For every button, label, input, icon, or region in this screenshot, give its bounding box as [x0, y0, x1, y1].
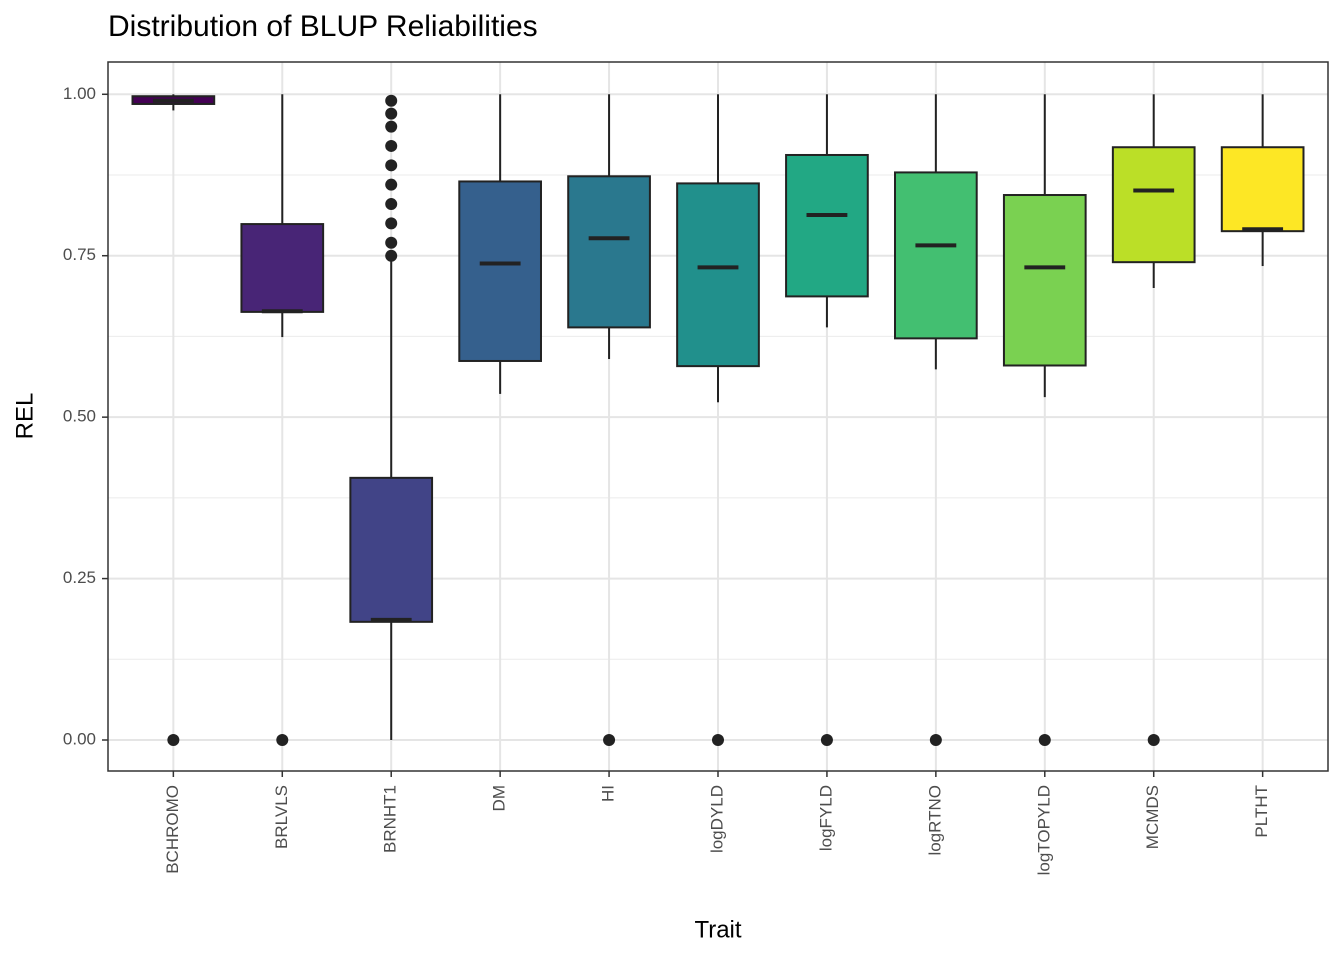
outlier [167, 734, 180, 747]
box [894, 171, 978, 340]
y-tick-label: 1.00 [63, 84, 96, 103]
y-tick-label: 0.00 [63, 729, 96, 748]
x-tick-label: HI [599, 785, 618, 802]
outlier [385, 159, 398, 172]
y-tick-label: 0.50 [63, 407, 96, 426]
x-tick-label: logRTNO [925, 785, 944, 856]
outlier [385, 107, 398, 120]
x-tick-label: PLTHT [1252, 785, 1271, 838]
x-axis-title: Trait [694, 916, 741, 943]
outlier [603, 734, 616, 747]
y-tick-label: 0.75 [63, 245, 96, 264]
x-tick-label: BRNHT1 [381, 785, 400, 853]
outlier [276, 734, 289, 747]
x-tick-label: MCMDS [1143, 785, 1162, 849]
outlier [385, 178, 398, 191]
outlier [385, 217, 398, 230]
box [1111, 146, 1196, 264]
y-tick-label: 0.25 [63, 568, 96, 587]
outlier [385, 236, 398, 249]
x-tick-label: logDYLD [707, 785, 726, 853]
box [349, 476, 434, 623]
outlier [385, 139, 398, 152]
box [1220, 146, 1305, 233]
chart-title: Distribution of BLUP Reliabilities [108, 10, 538, 43]
x-tick-label: BCHROMO [163, 785, 182, 874]
x-tick-label: logFYLD [816, 785, 835, 851]
x-tick-label: BRLVLS [272, 785, 291, 849]
outlier [1147, 734, 1160, 747]
box [676, 182, 760, 368]
outlier [712, 734, 724, 747]
outlier [385, 120, 398, 133]
box [458, 180, 542, 362]
outlier [385, 198, 398, 211]
outlier [1038, 734, 1051, 747]
y-axis-title: REL [11, 393, 38, 440]
box [785, 153, 869, 298]
outlier [385, 249, 398, 262]
box [567, 175, 651, 329]
outlier [820, 734, 833, 747]
x-tick-label: logTOPYLD [1034, 785, 1053, 875]
outlier [385, 94, 398, 107]
outlier [929, 734, 942, 747]
box [240, 223, 325, 313]
box [1002, 194, 1087, 367]
x-tick-label: DM [490, 785, 509, 811]
